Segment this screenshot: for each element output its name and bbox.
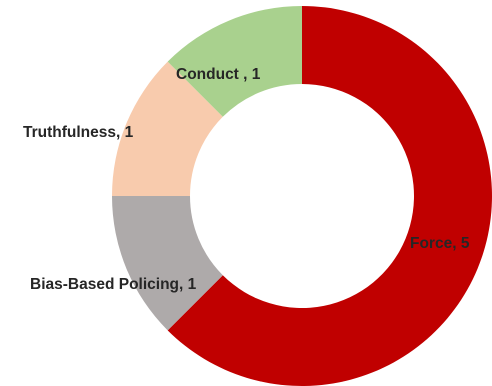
slice-bias-based-policing [112,196,223,331]
donut-slices [112,6,492,386]
slice-force [167,6,492,386]
label-conduct: Conduct , 1 [176,66,261,83]
label-bias-based-policing: Bias-Based Policing, 1 [30,276,197,293]
slice-labels: Force, 5 Bias-Based Policing, 1 Truthfulne… [23,66,470,293]
slice-conduct [167,6,302,117]
label-force: Force, 5 [410,235,470,252]
slice-truthfulness [112,61,223,196]
label-truthfulness: Truthfulness, 1 [23,124,134,141]
